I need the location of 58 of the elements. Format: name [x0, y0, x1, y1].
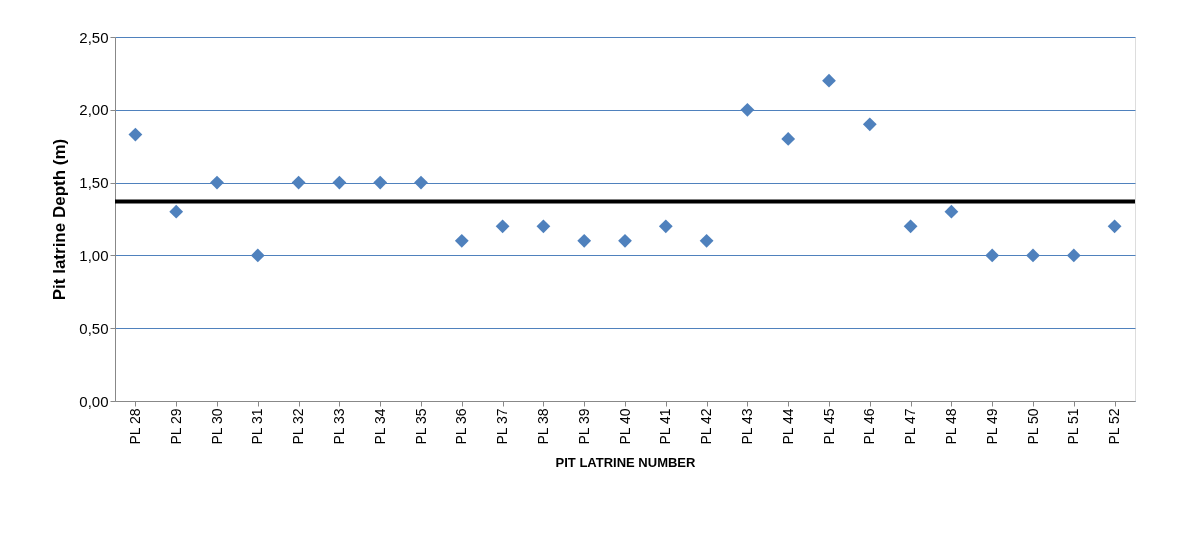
point	[618, 233, 632, 248]
x-tick-label: PL 47	[902, 408, 919, 445]
x-tick-label: PL 31	[249, 408, 266, 445]
x-tick-label: PL 45	[820, 408, 837, 445]
x-tick-label: PL 32	[290, 408, 307, 445]
x-tick-label: PL 51	[1065, 408, 1082, 445]
point	[1066, 248, 1081, 263]
point	[128, 127, 143, 142]
x-tick-label: PL 44	[779, 408, 796, 445]
point	[536, 219, 551, 234]
x-tick-label: PL 40	[616, 408, 633, 445]
point	[1107, 219, 1122, 234]
x-tick-label: PL 42	[698, 408, 715, 445]
y-tick-label: 1,00	[79, 246, 109, 264]
point	[985, 248, 1000, 263]
y-axis-title: Pit latrine Depth (m)	[50, 138, 70, 301]
x-tick-label: PL 41	[657, 408, 674, 445]
point	[740, 102, 755, 117]
point	[1026, 248, 1040, 263]
point	[944, 204, 959, 219]
point	[250, 248, 265, 263]
x-tick-label: PL 30	[208, 408, 225, 445]
x-tick-label: PL 48	[942, 408, 959, 445]
x-axis-title: PIT LATRINE NUMBER	[555, 455, 697, 471]
x-tick-label: PL 38	[534, 408, 551, 445]
point	[373, 175, 388, 190]
x-tick-label: PL 33	[330, 408, 347, 445]
point	[332, 175, 347, 190]
point	[699, 233, 714, 248]
x-tick-label: PL 49	[983, 408, 1000, 445]
point	[822, 73, 836, 88]
y-tick-label: 1,50	[79, 174, 109, 192]
point	[454, 233, 469, 248]
point	[495, 219, 510, 234]
y-tick-label: 2,00	[79, 101, 109, 119]
x-tick-label: PL 39	[575, 408, 592, 445]
x-tick-label: PL 36	[453, 408, 470, 445]
x-tick-label: PL 35	[412, 408, 429, 445]
point	[781, 132, 796, 146]
point	[903, 219, 918, 234]
x-tick-label: PL 28	[126, 408, 143, 445]
y-tick-label: 0,50	[79, 319, 109, 337]
point	[577, 233, 592, 248]
x-tick-label: PL 50	[1024, 408, 1041, 445]
point	[169, 204, 184, 219]
x-tick-label: PL 37	[494, 408, 511, 445]
x-tick-label: PL 52	[1106, 408, 1123, 445]
x-tick-label: PL 29	[167, 408, 184, 445]
y-tick-label: 2,50	[79, 28, 109, 46]
point	[658, 219, 673, 234]
point	[862, 117, 877, 132]
x-tick-label: PL 43	[738, 408, 755, 445]
point	[291, 175, 306, 190]
point	[414, 175, 428, 190]
point	[210, 175, 224, 190]
x-tick-label: PL 34	[371, 408, 388, 445]
x-tick-label: PL 46	[861, 408, 878, 445]
y-tick-label: 0,00	[79, 392, 109, 410]
